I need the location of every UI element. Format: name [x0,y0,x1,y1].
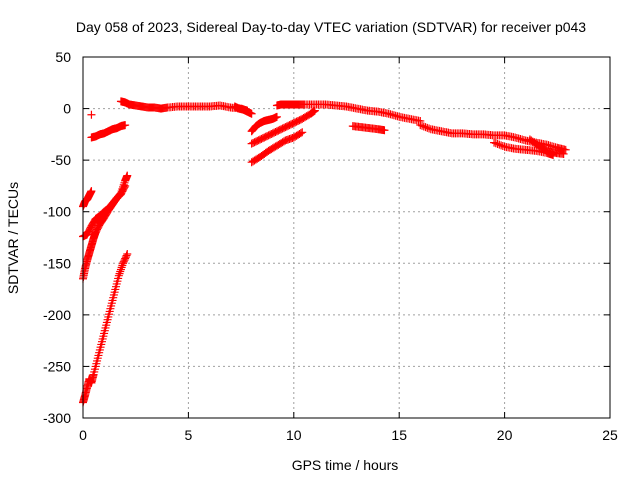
data-point [491,139,500,148]
data-point [120,183,129,192]
data-point [298,128,307,137]
series-arc-1 [79,370,98,407]
data-point [114,271,123,280]
y-tick-label: -200 [43,307,71,323]
series-arc-14 [247,128,307,167]
series-arc-13 [247,106,319,148]
data-point [495,140,504,149]
series-arc-15 [348,122,389,135]
y-tick-label: -100 [43,204,71,220]
data-point [423,123,432,132]
series-arc-5 [79,181,130,241]
data-point [122,251,131,260]
y-tick-label: 50 [55,49,71,65]
y-tick-label: -150 [43,255,71,271]
x-tick-label: 5 [185,427,193,443]
x-tick-label: 15 [391,427,407,443]
chart-title: Day 058 of 2023, Sidereal Day-to-day VTE… [76,19,586,35]
y-axis-label: SDTVAR / TECUs [5,182,21,294]
plot-frame [82,56,611,419]
data-point [87,110,96,119]
series-arc-8 [87,110,96,119]
series-arc-10 [230,102,256,118]
data-point [418,121,427,130]
x-tick-label: 20 [497,427,513,443]
series-arc-6 [79,187,96,211]
data-point [272,112,281,121]
data-point [421,123,430,132]
data-point [310,106,319,115]
series-arc-7 [87,121,130,142]
data-point [121,181,130,190]
data-point [123,250,132,259]
data-point [121,121,130,130]
data-point [123,171,132,180]
data-point [419,122,428,131]
series-arc-3 [79,228,100,283]
data-point [118,261,127,270]
data-point [498,142,507,151]
data-markers [79,97,570,407]
series-arc-11 [247,112,281,136]
data-point [117,263,126,272]
y-tick-label: -250 [43,358,71,374]
data-point [497,141,506,150]
data-point [116,265,125,274]
y-tick-label: -50 [51,152,71,168]
x-tick-label: 25 [602,427,618,443]
data-point [425,124,434,133]
tick-labels: 0 5 10 15 20 25 50 0 -50 -100 -150 -200 -250 -300 [43,49,618,443]
data-point [416,121,425,130]
series-arc-16 [416,121,570,154]
series-arc-12 [272,100,425,125]
data-point [561,145,570,154]
y-tick-label: -300 [43,410,71,426]
data-point [296,129,305,138]
data-point [493,139,502,148]
series-arc-18 [525,135,568,158]
data-point [490,138,499,147]
data-point [559,149,568,158]
x-axis-label: GPS time / hours [292,457,399,473]
data-point [87,187,96,196]
x-tick-label: 10 [286,427,302,443]
series-arc-2 [89,250,132,379]
x-tick-label: 0 [79,427,87,443]
data-point [247,109,256,118]
data-point [116,267,125,276]
series-arc-9 [116,97,252,115]
data-point [380,126,389,135]
y-tick-label: 0 [63,101,71,117]
data-point [115,269,124,278]
